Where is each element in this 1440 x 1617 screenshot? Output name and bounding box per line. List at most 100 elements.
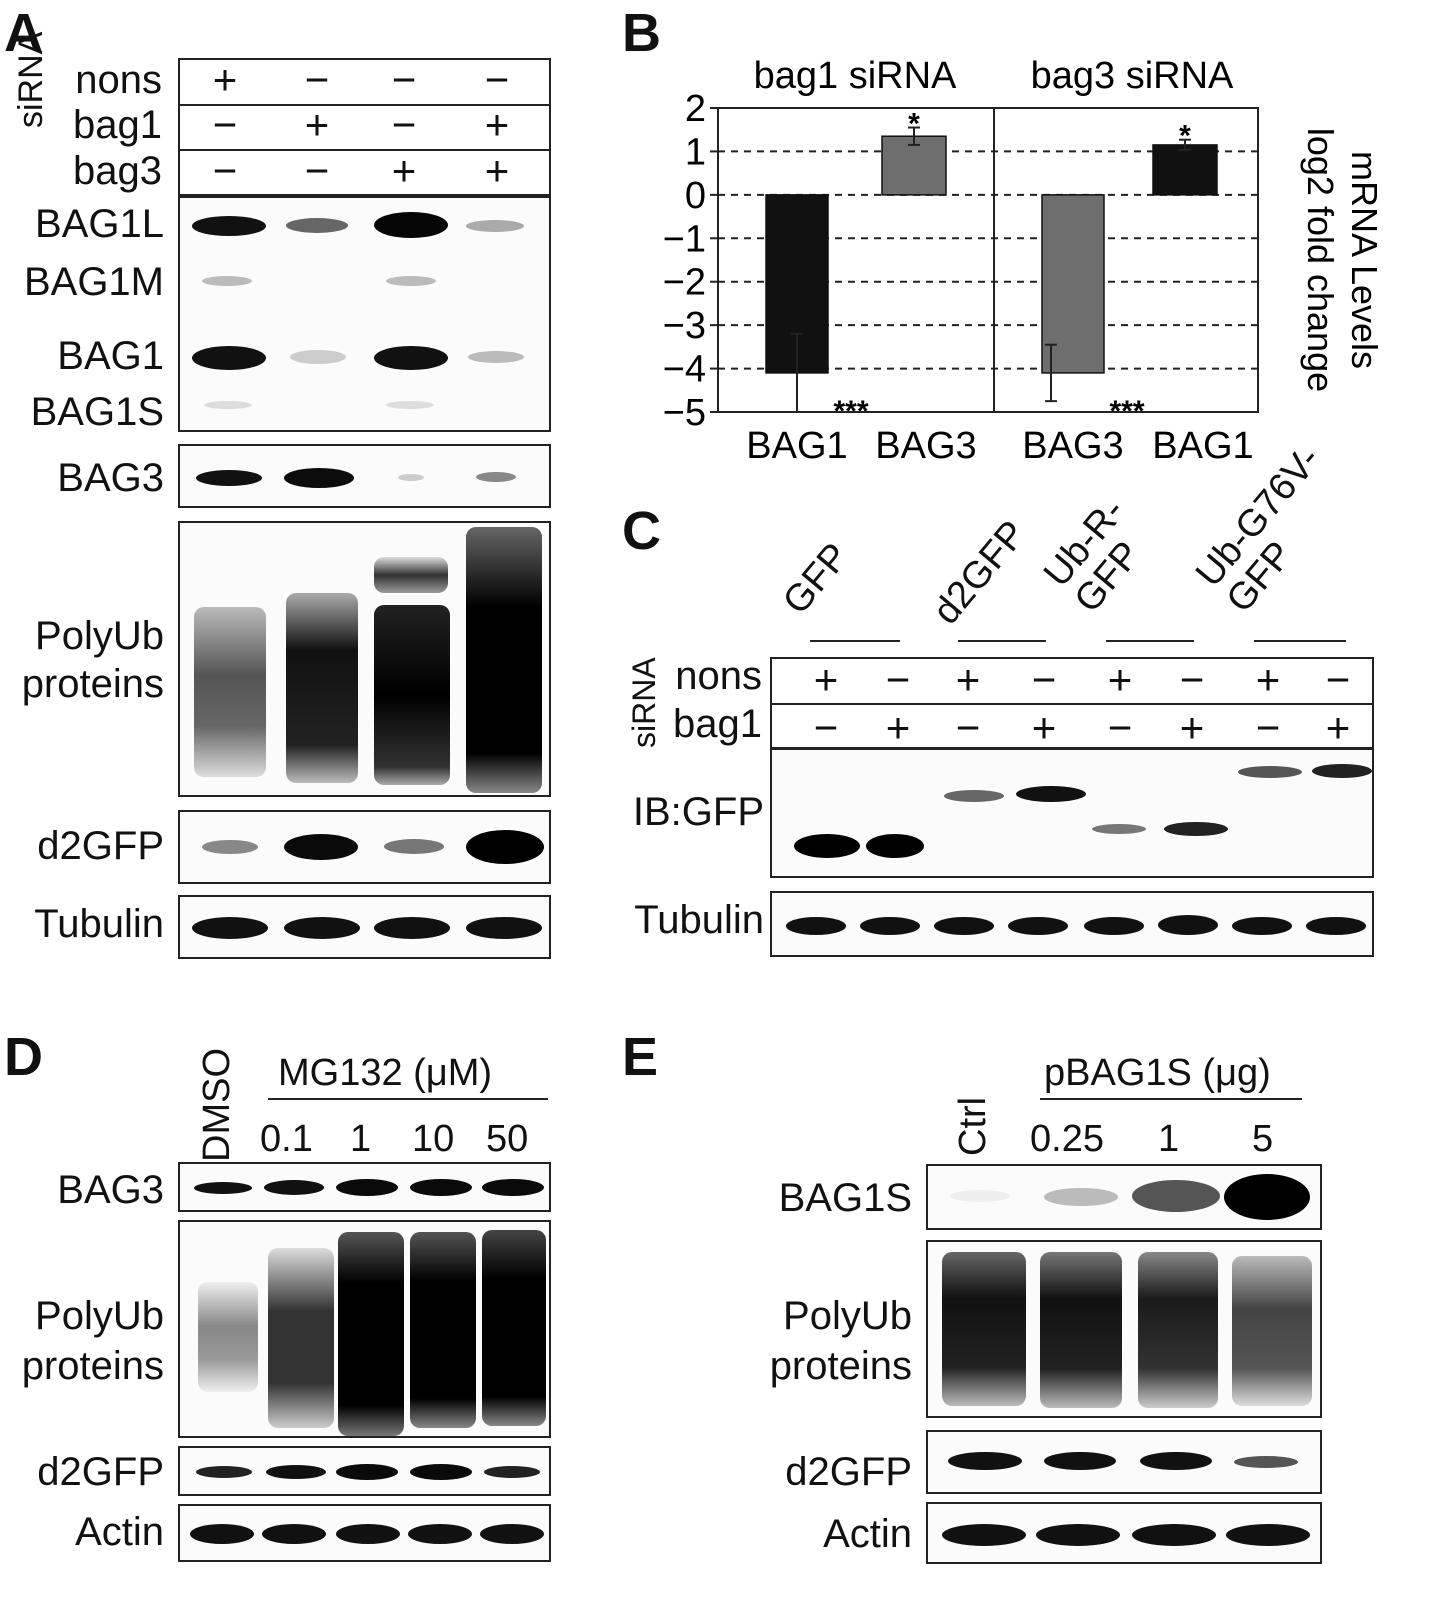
blot-band [192,917,268,939]
label-proteins-d: proteins [21,1344,164,1388]
dose-label: 0.1 [260,1118,313,1160]
label-bag3-d: BAG3 [57,1168,164,1212]
blot-band [284,917,360,939]
blot-band [860,917,920,935]
blot-band [398,474,424,481]
sign: + [484,147,510,194]
blot-band [466,917,542,939]
blot-band [1226,1524,1310,1546]
label-d2gfp-d: d2GFP [37,1450,164,1494]
blot-band [204,401,252,409]
row-label-bag1-a: bag1 [73,103,162,147]
blot-band [942,1524,1026,1546]
blot-band [196,1466,252,1478]
sign: + [1031,704,1057,751]
blot-smear [198,1282,258,1392]
dose-label: 50 [486,1118,529,1160]
blot-band [482,1179,544,1196]
blot-band [192,216,266,236]
sign: − [1179,656,1205,703]
category-label: BAG3 [875,425,976,467]
blot-smear [466,527,542,793]
sign: − [813,704,839,751]
blot-d2gfp-d [178,1446,551,1496]
panel-label-a: A [4,3,43,63]
blot-band [262,1524,326,1544]
blot-band [290,350,346,364]
panel-label-d: D [4,1027,43,1087]
blot-polyub-d [178,1220,551,1438]
blot-band [384,839,444,854]
sign: + [885,704,911,751]
significance-label: * [908,108,920,141]
blot-band [202,840,258,854]
treatment-grid-a [178,58,551,196]
label-d2gfp-a: d2GFP [37,824,164,868]
blot-band [1158,915,1218,935]
y-tick-label: −4 [663,349,706,391]
blot-band [266,1465,326,1479]
label-tubulin-a: Tubulin [34,902,164,946]
blot-band [1224,1174,1310,1220]
blot-band [190,1524,254,1544]
y-tick-label: 0 [685,175,706,217]
sign: − [212,101,238,148]
blot-smear [482,1230,546,1426]
blot-actin-e [926,1502,1322,1564]
label-proteins-e: proteins [769,1344,912,1388]
sign: − [304,147,330,194]
blot-bag1-a [178,196,551,432]
label-ibgfp-c: IB:GFP [632,790,764,834]
blot-smear [374,557,448,593]
blot-smear [410,1232,476,1428]
sign: − [955,704,981,751]
blot-smear [1138,1252,1218,1408]
blot-band [284,468,354,488]
sign: + [391,147,417,194]
significance-label: * [1179,120,1191,153]
blot-bag3-a [178,444,551,508]
label-actin-d: Actin [75,1510,164,1554]
construct-ubr-gfp: Ub-R- GFP [1035,490,1149,621]
blot-band [1008,917,1068,935]
blot-band [468,351,524,363]
label-bag1m-a: BAG1M [23,260,164,304]
label-bag1-a: BAG1 [57,334,164,378]
blot-band [284,834,358,860]
label-bag1s-a: BAG1S [30,390,164,434]
group-title-bag3: bag3 siRNA [1031,55,1234,97]
label-d2gfp-e: d2GFP [785,1450,912,1494]
significance-label: *** [1109,395,1144,428]
blot-band [1306,917,1366,935]
blot-band [374,346,448,370]
label-bag3-a: BAG3 [57,456,164,500]
blot-band [476,472,516,482]
bar [1041,194,1105,374]
blot-band [466,220,524,232]
blot-bag3-d [178,1162,551,1212]
blot-smear [942,1252,1026,1406]
blot-d2gfp-a [178,810,551,884]
bar [1152,144,1218,196]
blot-band [480,1524,544,1544]
blot-band [1084,917,1144,935]
sign: + [1179,704,1205,751]
blot-band [408,1524,472,1544]
y-tick-label: 1 [685,131,706,173]
blot-band [484,1466,540,1478]
sign: − [1107,704,1133,751]
sign: − [391,56,417,103]
blot-band [794,834,860,858]
blot-band [386,276,436,286]
blot-band [336,1179,398,1196]
panel-label-b: B [622,3,661,63]
blot-smear [268,1248,334,1428]
blot-band [1016,786,1086,802]
blot-band [410,1464,472,1480]
construct-gfp: GFP [775,535,858,623]
blot-band [1238,766,1302,778]
y-tick-label: −1 [663,218,706,260]
sign: + [1107,656,1133,703]
sign: + [1255,656,1281,703]
sign: + [1325,704,1351,751]
